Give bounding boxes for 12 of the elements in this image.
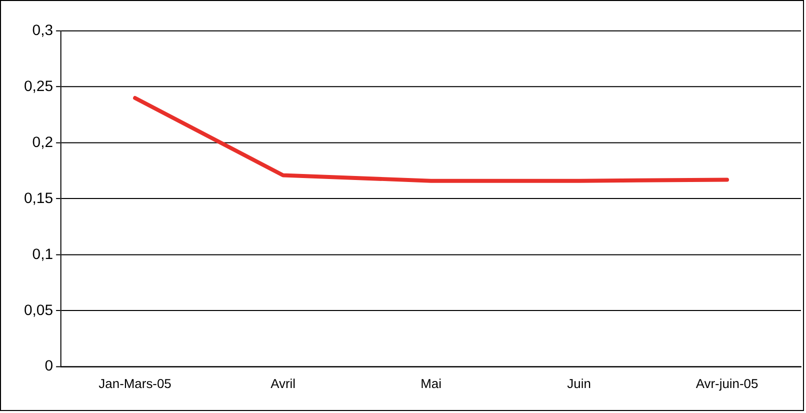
y-tick-label: 0,25	[24, 78, 54, 95]
x-tick-label: Avril	[270, 376, 296, 391]
y-tick-label: 0	[44, 358, 54, 375]
y-tick-label: 0,05	[24, 302, 54, 319]
x-tick-label: Juin	[567, 376, 591, 391]
x-tick-label: Jan-Mars-05	[98, 376, 172, 391]
y-tick-label: 0,3	[32, 22, 54, 39]
y-tick-label: 0,1	[32, 246, 54, 263]
y-tick-label: 0,2	[32, 134, 54, 151]
x-tick-label: Mai	[420, 376, 442, 391]
y-tick-label: 0,15	[24, 190, 54, 207]
x-tick-label: Avr-juin-05	[696, 376, 758, 391]
